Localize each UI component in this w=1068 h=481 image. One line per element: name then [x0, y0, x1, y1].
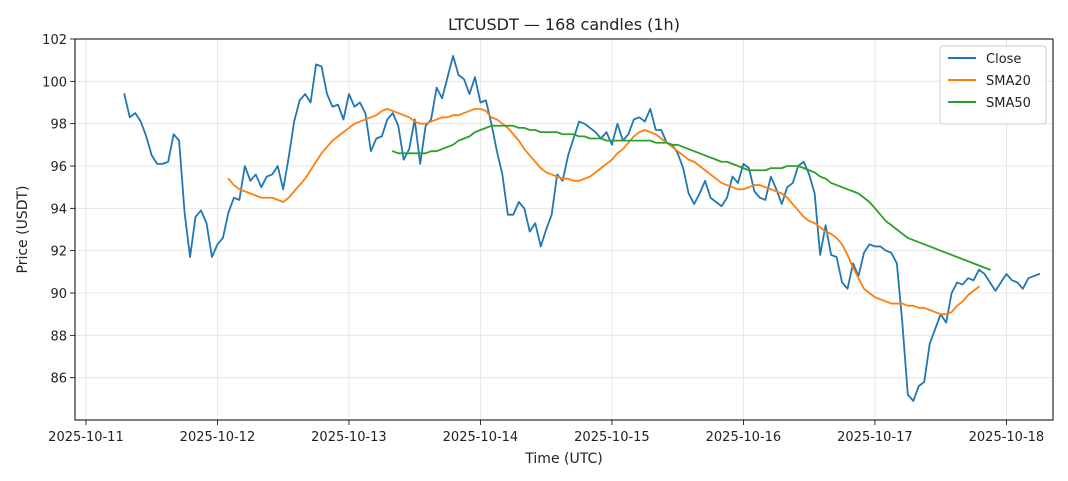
- y-tick-label: 96: [50, 160, 67, 175]
- legend-frame: [939, 45, 1047, 125]
- y-axis-title: Price (USDT): [15, 186, 31, 274]
- legend-label: Close: [986, 52, 1021, 67]
- x-tick-label: 2025-10-17: [837, 430, 913, 445]
- chart-title: LTCUSDT — 168 candles (1h): [448, 15, 680, 34]
- x-tick-label: 2025-10-13: [311, 430, 387, 445]
- legend-label: SMA50: [986, 96, 1031, 111]
- y-tick-label: 98: [50, 118, 67, 133]
- x-tick-label: 2025-10-12: [180, 430, 256, 445]
- series-layer: [123, 55, 1041, 402]
- y-tick-label: 100: [42, 75, 67, 90]
- y-tick-label: 90: [50, 287, 67, 302]
- series-line-close: [123, 55, 1041, 402]
- x-tick-label: 2025-10-18: [969, 430, 1045, 445]
- y-tick-label: 102: [42, 33, 67, 48]
- x-axis-title: Time (UTC): [524, 451, 602, 467]
- x-tick-label: 2025-10-14: [443, 430, 519, 445]
- y-tick-label: 92: [50, 245, 67, 260]
- axis-ticks: 2025-10-11 2025-10-12 2025-10-13 2025-10-14…: [42, 33, 1044, 445]
- x-tick-label: 2025-10-15: [574, 430, 650, 445]
- x-tick-label: 2025-10-16: [706, 430, 782, 445]
- series-line-sma20: [227, 107, 980, 316]
- y-tick-label: 88: [50, 329, 67, 344]
- legend-label: SMA20: [986, 74, 1031, 89]
- plot-frame: [74, 38, 1054, 421]
- series-line-sma50: [391, 124, 991, 271]
- y-tick-label: 94: [50, 202, 67, 217]
- x-tick-label: 2025-10-11: [48, 430, 124, 445]
- legend: Close SMA20 SMA50: [939, 45, 1047, 125]
- y-tick-label: 86: [50, 372, 67, 387]
